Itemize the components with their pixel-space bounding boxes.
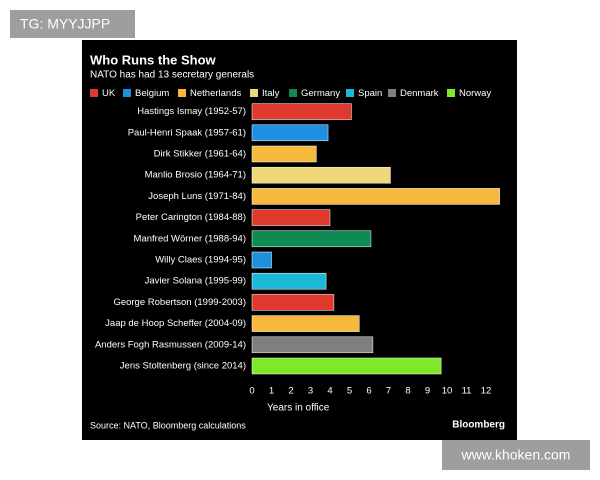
x-tick-label: 3 <box>308 386 313 397</box>
y-tick-label: Dirk Stikker (1961-64) <box>154 149 246 160</box>
x-tick-label: 11 <box>462 386 472 397</box>
y-tick-label: Joseph Luns (1971-84) <box>148 191 246 202</box>
bar <box>251 209 331 226</box>
bar <box>251 188 500 205</box>
x-tick-label: 2 <box>288 386 293 397</box>
bar <box>251 103 352 120</box>
y-tick-label: Paul-Henri Spaak (1957-61) <box>128 127 246 138</box>
bar <box>251 294 335 311</box>
y-tick-label: Peter Carington (1984-88) <box>136 212 246 223</box>
x-tick-label: 5 <box>347 386 352 397</box>
legend-label: UK <box>102 88 116 99</box>
x-tick-label: 7 <box>386 386 391 397</box>
legend-swatch <box>346 89 354 97</box>
legend-label: Germany <box>301 88 340 99</box>
bar <box>251 272 327 290</box>
chart-title: Who Runs the Show <box>90 52 217 67</box>
y-tick-label: Jaap de Hoop Scheffer (2004-09) <box>105 318 246 329</box>
x-tick-label: 4 <box>327 386 332 397</box>
x-tick-label: 8 <box>405 386 410 397</box>
x-tick-label: 10 <box>442 386 453 397</box>
x-tick-label: 6 <box>366 386 371 397</box>
bar <box>251 336 374 354</box>
legend-label: Belgium <box>135 88 169 99</box>
legend-label: Netherlands <box>190 88 241 99</box>
bar <box>251 315 360 332</box>
watermark-text: TG: MYYJJPP <box>20 16 110 32</box>
legend-label: Italy <box>262 88 280 99</box>
bar <box>251 357 442 375</box>
legend-swatch <box>123 89 131 97</box>
legend-swatch <box>388 89 396 97</box>
x-tick-label: 12 <box>481 386 492 397</box>
bar <box>251 145 317 163</box>
bar <box>251 124 329 142</box>
bar <box>251 166 391 184</box>
watermark-box <box>10 10 135 38</box>
x-tick-label: 0 <box>249 386 254 397</box>
legend-label: Denmark <box>400 88 439 99</box>
legend-swatch <box>90 89 98 97</box>
legend-swatch <box>447 89 455 97</box>
watermark-box <box>442 440 590 470</box>
y-tick-label: Javier Solana (1995-99) <box>145 276 246 287</box>
source: Source: NATO, Bloomberg calculations <box>90 420 246 430</box>
bar <box>251 230 372 248</box>
x-tick-label: 1 <box>269 386 274 397</box>
legend-swatch <box>178 89 186 97</box>
legend-swatch <box>289 89 297 97</box>
y-tick-label: Jens Stoltenberg (since 2014) <box>120 361 246 372</box>
brand: Bloomberg <box>452 420 505 431</box>
watermark-text: www.khoken.com <box>461 447 571 463</box>
legend-swatch <box>250 89 258 97</box>
y-tick-label: Manfred Wörner (1988-94) <box>134 233 246 244</box>
legend-label: Norway <box>459 88 491 99</box>
y-tick-label: Anders Fogh Rasmussen (2009-14) <box>95 339 246 350</box>
x-axis-label: Years in office <box>267 403 330 414</box>
y-tick-label: Manlio Brosio (1964-71) <box>145 170 246 181</box>
y-tick-label: George Robertson (1999-2003) <box>113 297 246 308</box>
bar <box>251 251 272 269</box>
y-tick-label: Willy Claes (1994-95) <box>155 255 246 266</box>
y-tick-label: Hastings Ismay (1952-57) <box>137 106 246 117</box>
chart-subtitle: NATO has had 13 secretary generals <box>90 70 254 81</box>
x-tick-label: 9 <box>425 386 430 397</box>
legend-label: Spain <box>358 88 382 99</box>
